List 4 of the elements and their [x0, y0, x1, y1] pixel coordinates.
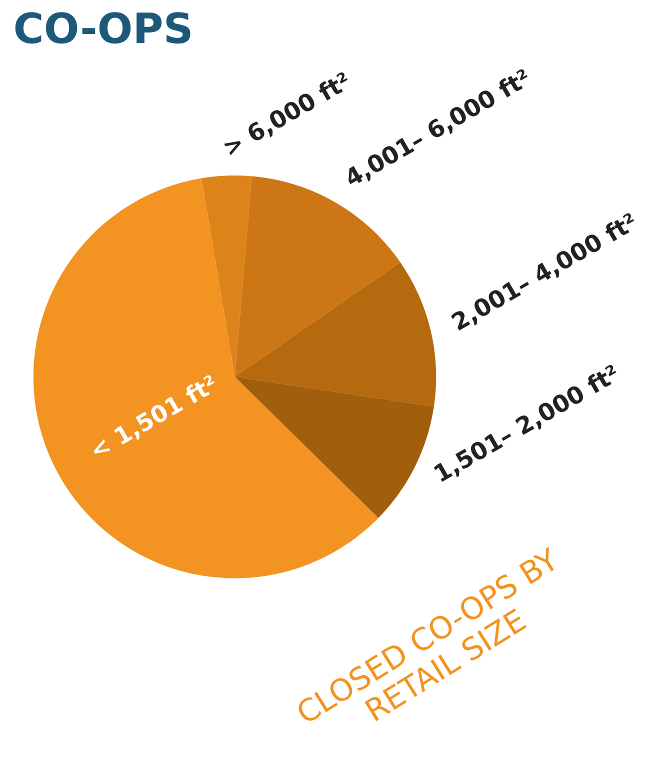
- pie-slice: [234, 376, 434, 518]
- pie-slice: [202, 176, 252, 377]
- chart-title: CO-OPS: [15, 12, 190, 44]
- pie-slice: [234, 262, 436, 407]
